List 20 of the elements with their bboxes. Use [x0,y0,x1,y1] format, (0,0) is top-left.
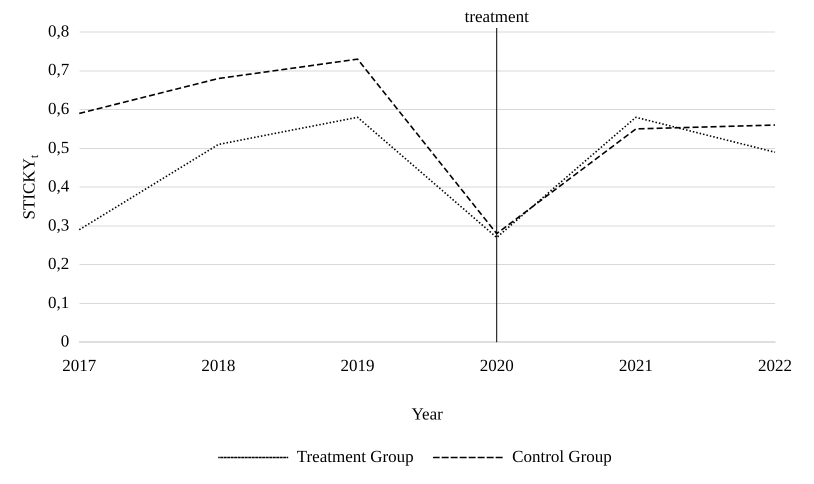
y-tick-label: 0,1 [48,292,70,312]
y-tick-label: 0 [60,332,70,351]
x-tick-label: 2018 [201,356,236,375]
legend-label: Control Group [512,446,612,466]
ref-line-label: treatment [464,6,530,26]
x-tick-label: 2019 [340,356,375,375]
x-tick-label: 2022 [758,356,792,375]
x-tick-label: 2020 [480,356,514,375]
y-tick-label: 0,5 [48,138,70,157]
x-tick-label: 2017 [62,356,97,375]
y-tick-label: 0,8 [48,21,70,40]
legend-label: Treatment Group [296,446,414,466]
x-tick-label: 2021 [618,356,653,375]
x-axis-title: Year [411,404,444,424]
y-tick-label: 0,4 [48,176,70,196]
y-tick-label: 0,6 [48,99,70,118]
y-tick-label: 0,2 [48,254,70,274]
y-tick-label: 0,7 [48,60,70,80]
y-axis-title: STICKYt [19,154,42,220]
y-tick-label: 0,3 [48,215,70,234]
